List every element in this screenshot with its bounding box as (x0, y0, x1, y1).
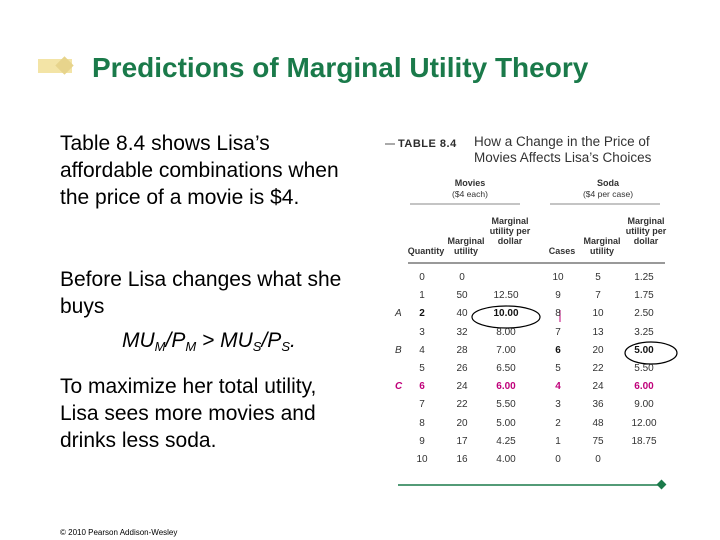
marginal-utility-formula: MUM/PM > MUS/PS. (122, 329, 296, 354)
col-header-soda-mu-per-dollar: Marginal utility per dollar (625, 216, 667, 246)
table-cell: 28 (456, 344, 468, 356)
table-cell: 10 (592, 308, 604, 320)
row-label: A (395, 308, 402, 320)
table-cell: 40 (456, 308, 468, 320)
table-cell: 50 (456, 290, 468, 302)
table-cell: 4 (555, 381, 561, 393)
table-cell: 7 (419, 399, 425, 411)
table-cell: 24 (592, 381, 604, 393)
table-cell: 12.50 (493, 290, 519, 302)
table-cell: 4.00 (496, 454, 516, 465)
table-cell: 0 (555, 454, 561, 465)
paragraph-before: Before Lisa changes what she buys (60, 268, 342, 318)
table-cell: 8 (555, 308, 561, 320)
table-cell: 4.25 (496, 435, 516, 447)
table-cell: 6 (555, 344, 561, 356)
table-cell: 5 (595, 272, 601, 283)
copyright-notice: © 2010 Pearson Addison-Wesley (60, 528, 178, 537)
table-cell: 10 (416, 454, 428, 465)
table-cell: 6 (419, 381, 425, 393)
table-cell: 1.75 (634, 290, 654, 302)
table-cell: 6.00 (496, 381, 516, 393)
table-cell: 32 (456, 326, 468, 338)
table-cell: 7.00 (496, 344, 516, 356)
slide-title: Predictions of Marginal Utility Theory (92, 52, 589, 83)
table-cell: 2.50 (634, 308, 654, 320)
table-label: TABLE 8.4 (398, 138, 457, 150)
table-cell: 13 (592, 326, 604, 338)
table-rules (385, 143, 678, 490)
table-cell: 9 (419, 435, 425, 447)
table-cell: 22 (592, 363, 604, 374)
table-cell: 5.00 (496, 417, 516, 429)
paragraph-price: Table 8.4 shows Lisa’s affordable combin… (60, 132, 339, 209)
table-cell: 9.00 (634, 399, 654, 411)
col-header-soda-mu: Marginal utility (583, 236, 621, 256)
table-cell: 7 (595, 290, 601, 302)
table-cell: 16 (456, 454, 468, 465)
table-cell: 48 (592, 417, 604, 429)
table-cell: 9 (555, 290, 561, 302)
col-header-movie-mu: Marginal utility (447, 236, 485, 256)
table-cell: 5.50 (634, 363, 654, 374)
table-cell: 0 (419, 272, 425, 283)
table-cell: 20 (592, 344, 604, 356)
table-cell: 18.75 (631, 435, 657, 447)
table-cell: 17 (456, 435, 468, 447)
table-cell: 5.50 (496, 399, 516, 411)
table-cell: 1 (419, 290, 425, 302)
table-cell: 0 (459, 272, 465, 283)
table-cell: 7 (555, 326, 561, 338)
table-cell: 5 (419, 363, 425, 374)
table-cell: 22 (456, 399, 468, 411)
table-cell: 10 (552, 272, 564, 283)
table-cell: 3 (419, 326, 425, 338)
table-cell: 75 (592, 435, 604, 447)
table-cell: 2 (555, 417, 561, 429)
table-cell: 3 (555, 399, 561, 411)
table-cell: 2 (419, 308, 425, 320)
table-cell: 24 (456, 381, 468, 393)
table-caption: How a Change in the Price of Movies Affe… (474, 134, 652, 165)
table-cell: 0 (595, 454, 601, 465)
table-figure: TABLE 8.4 How a Change in the Price of M… (380, 130, 680, 500)
col-header-movie-mu-per-dollar: Marginal utility per dollar (489, 216, 531, 246)
row-label: C (395, 381, 403, 393)
col-header-cases: Cases (548, 246, 576, 256)
table-cell: 1.25 (634, 272, 654, 283)
table-cell: 4 (419, 344, 425, 356)
table-cell: 5 (555, 363, 561, 374)
table-cell: 5.00 (634, 344, 654, 356)
movies-group-header: Movies ($4 each) (452, 178, 488, 199)
paragraph-maximize: To maximize her total utility, Lisa sees… (60, 375, 317, 452)
table-cell: 3.25 (634, 326, 654, 338)
table-cell: 10.00 (493, 308, 519, 320)
table-cell: 8 (419, 417, 425, 429)
table-cell: 6.50 (496, 363, 516, 374)
table-cell: 12.00 (631, 417, 657, 429)
soda-group-header: Soda ($4 per case) (582, 178, 634, 199)
col-header-quantity: Quantity (407, 246, 445, 256)
table-cell: 26 (456, 363, 468, 374)
table-cell: 36 (592, 399, 604, 411)
table-cell: 6.00 (634, 381, 654, 393)
table-cell: 1 (555, 435, 561, 447)
table-cell: 20 (456, 417, 468, 429)
title-decoration (38, 52, 78, 80)
table-cell: 8.00 (496, 326, 516, 338)
row-label: B (395, 344, 402, 356)
